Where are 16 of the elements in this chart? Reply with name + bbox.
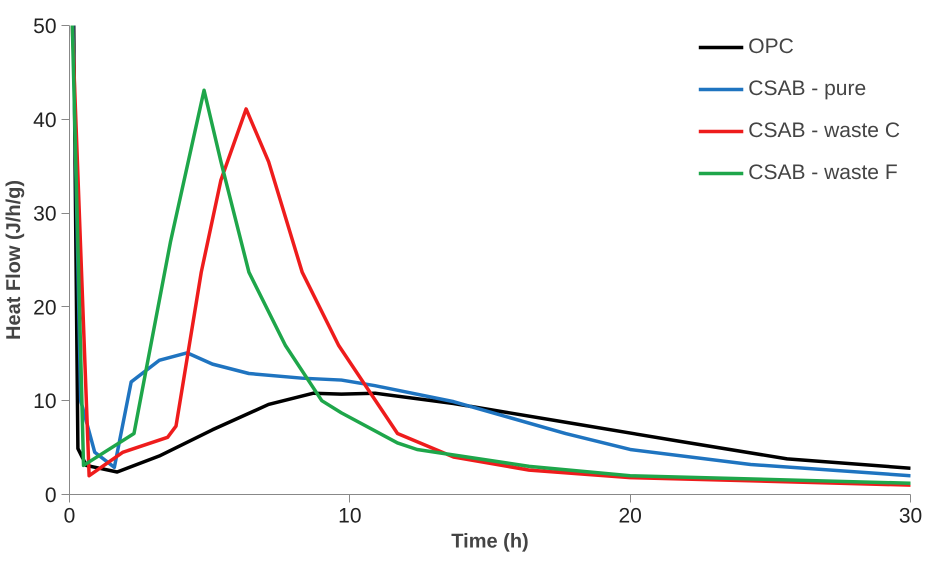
- legend-label: CSAB - waste C: [748, 119, 900, 143]
- y-tick-label: 50: [33, 15, 56, 38]
- x-tick-label: 20: [618, 504, 642, 528]
- legend-label: CSAB - waste F: [748, 161, 898, 185]
- legend-label: OPC: [748, 35, 794, 59]
- x-axis-title: Time (h): [451, 530, 529, 552]
- legend-label: CSAB - pure: [748, 77, 866, 101]
- y-tick-label: 40: [33, 108, 56, 132]
- y-tick-label: 20: [33, 296, 56, 320]
- x-tick-label: 0: [64, 504, 76, 528]
- x-tick-label: 30: [898, 504, 922, 528]
- y-axis-title: Heat Flow (J/h/g): [3, 180, 26, 340]
- y-tick-label: 0: [44, 484, 57, 507]
- y-tick-label: 10: [33, 390, 56, 414]
- y-tick-label: 30: [33, 202, 56, 226]
- x-tick-label: 10: [338, 504, 362, 528]
